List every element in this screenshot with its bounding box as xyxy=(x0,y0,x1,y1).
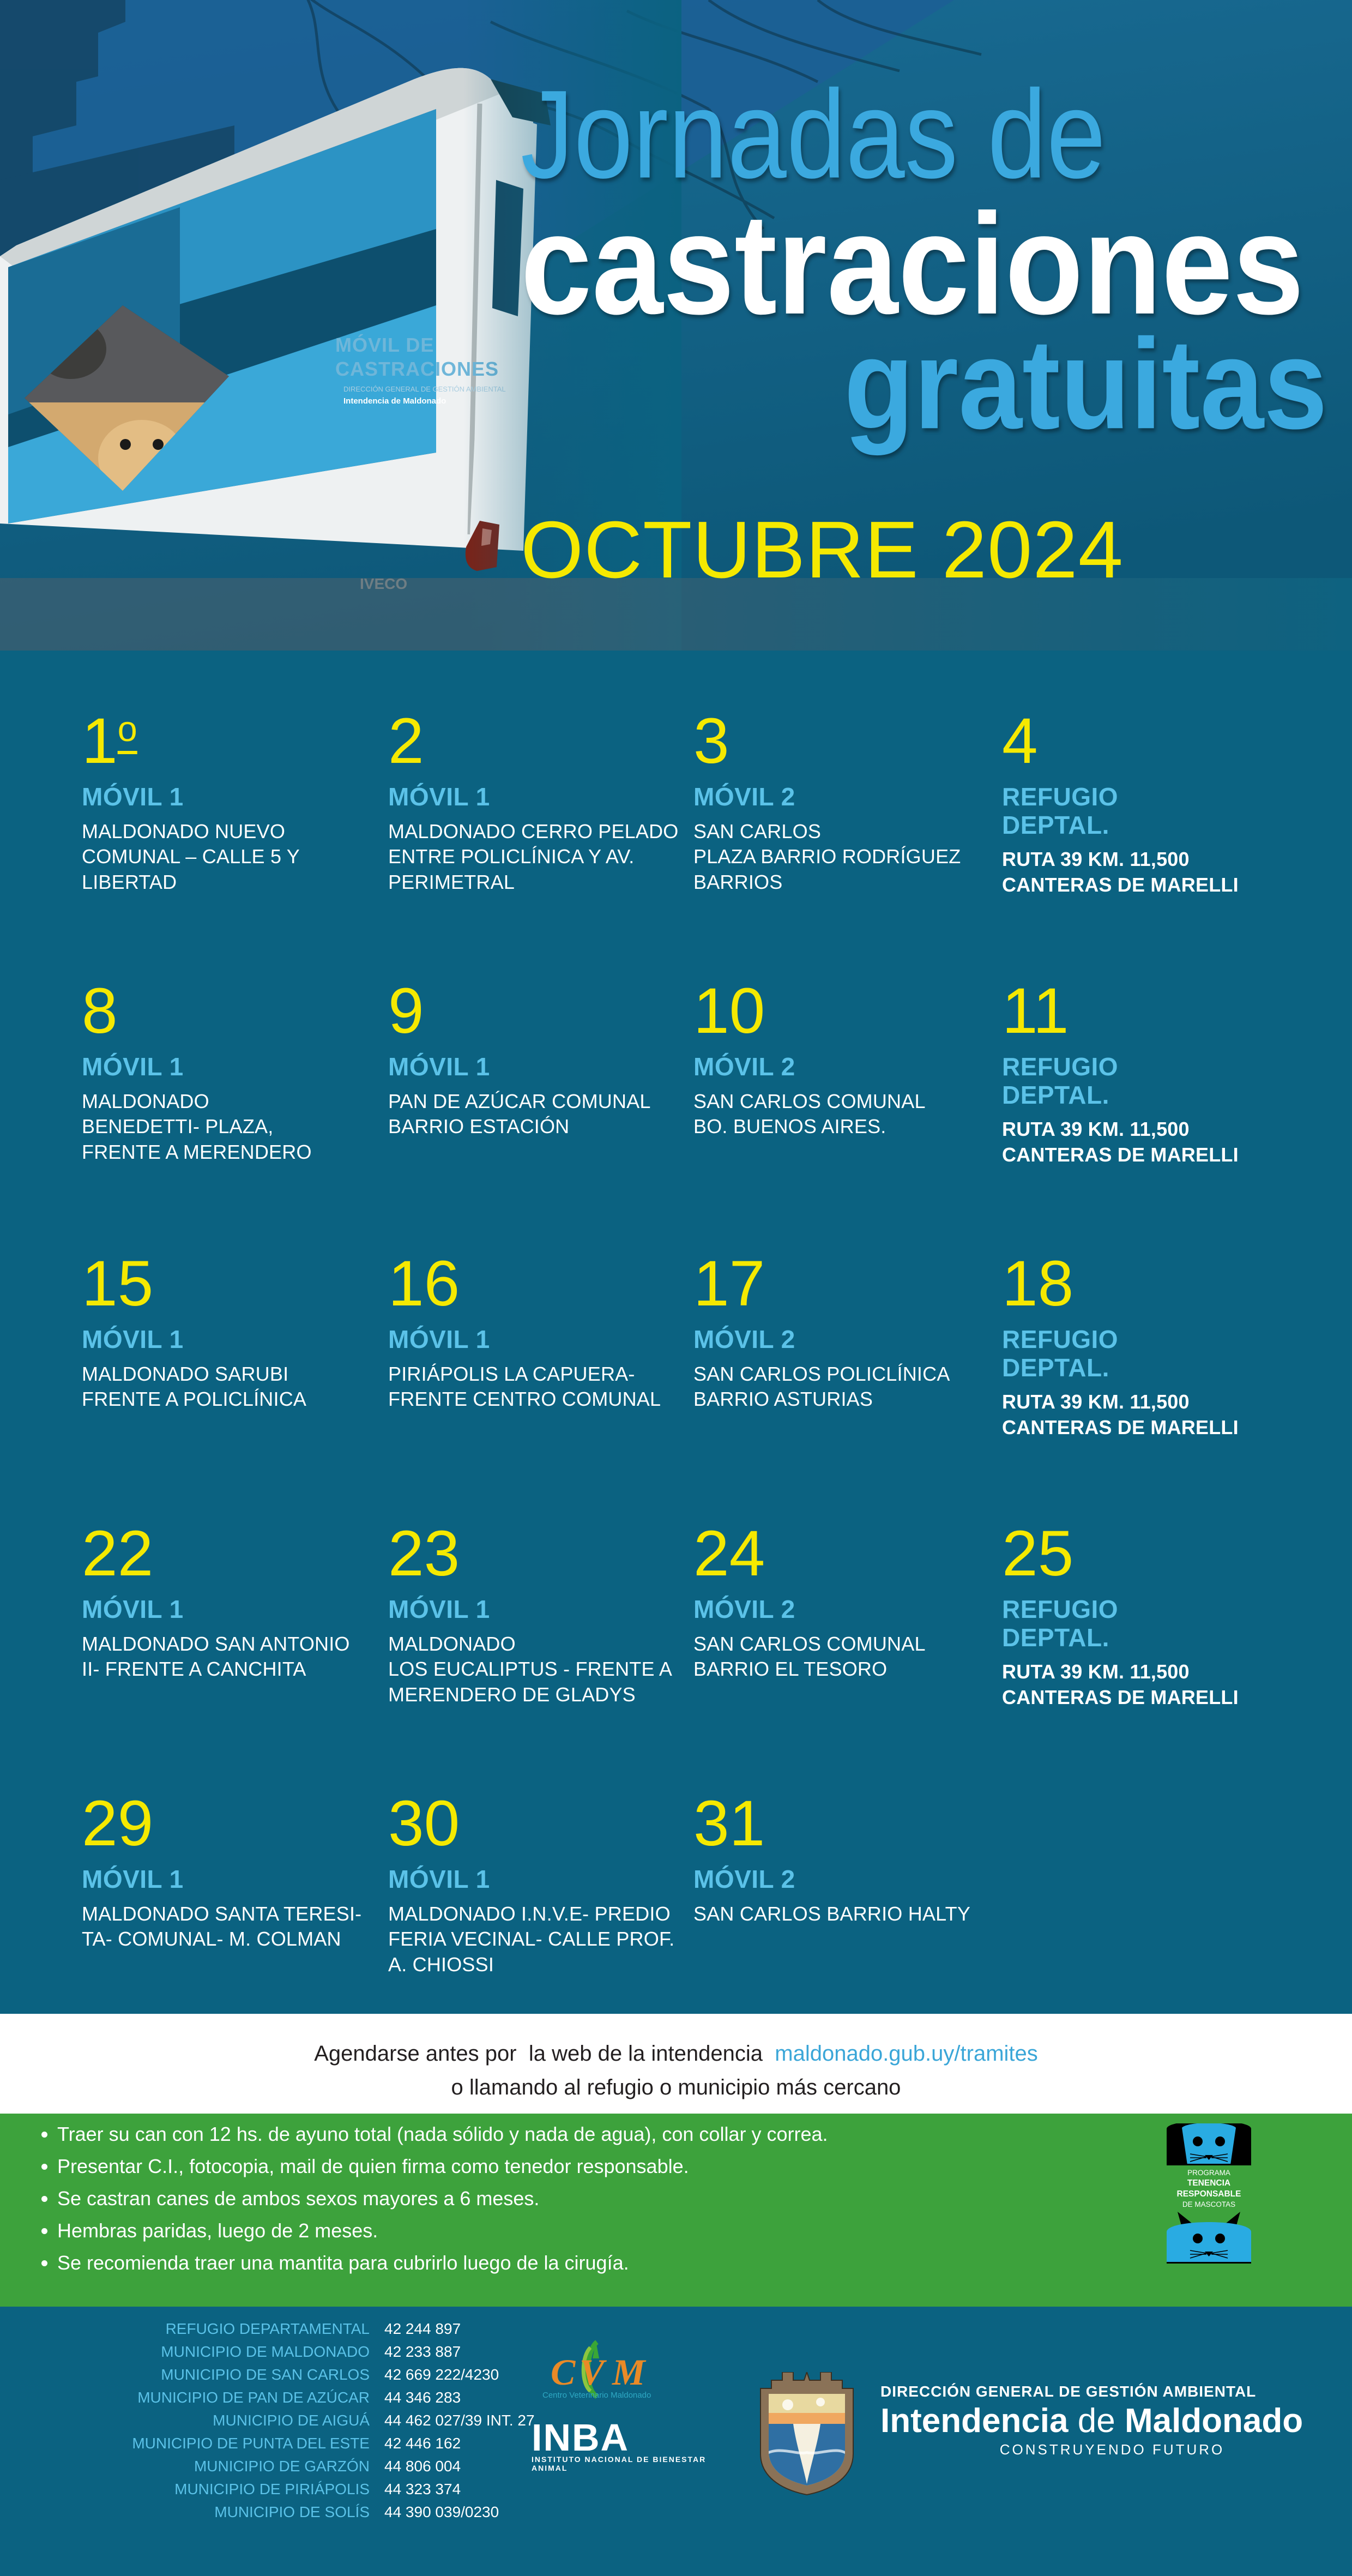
svg-text:C: C xyxy=(551,2351,576,2393)
svg-text:Centro Veterinario Maldonado: Centro Veterinario Maldonado xyxy=(542,2391,651,2400)
svg-text:M: M xyxy=(612,2351,647,2393)
